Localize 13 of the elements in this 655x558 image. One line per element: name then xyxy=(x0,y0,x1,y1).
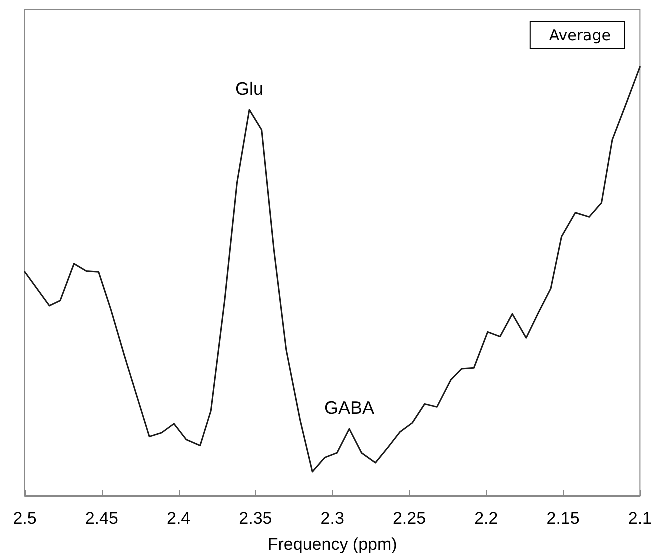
x-tick-label: 2.35 xyxy=(239,509,272,528)
text: Average xyxy=(549,26,612,44)
x-axis-title: Frequency (ppm) xyxy=(268,535,398,554)
x-tick-label: 2.25 xyxy=(392,509,426,528)
x-tick-label: 2.45 xyxy=(85,509,118,528)
annotation: GABA xyxy=(324,398,375,418)
annotation: Glu xyxy=(236,78,264,99)
x-tick-label: 2.5 xyxy=(13,509,37,528)
x-tick-label: 2.15 xyxy=(546,509,580,528)
x-tick-label: 2.1 xyxy=(628,509,652,528)
x-tick-label: 2.2 xyxy=(474,509,498,528)
x-tick-label: 2.3 xyxy=(320,509,344,528)
x-tick-label: 2.4 xyxy=(166,509,191,528)
